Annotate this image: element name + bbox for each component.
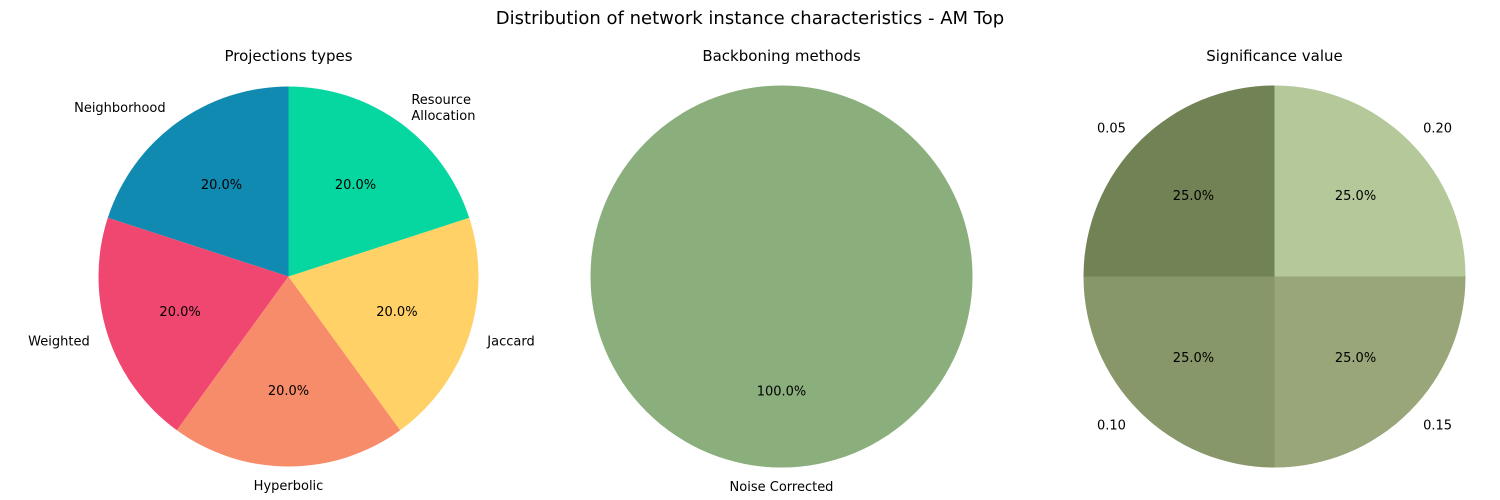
pie-category-label-resource-allocation: Resource Allocation (411, 93, 475, 124)
pie-slice-0-10 (1083, 276, 1275, 468)
pie-category-label-neighborhood: Neighborhood (74, 101, 166, 116)
pie-category-label-0-05: 0.05 (1097, 121, 1126, 136)
pie-category-label-jaccard: Jaccard (486, 335, 534, 350)
projections-types-pie: Projections types 20.0% Neighborhood 20.0%… (28, 47, 535, 494)
pie-value-label-0-15: 25.0% (1335, 351, 1376, 366)
pie-value-label-weighted: 20.0% (159, 305, 200, 320)
pie-value-label-jaccard: 20.0% (376, 305, 417, 320)
pie-category-label-0-10: 0.10 (1097, 419, 1126, 434)
backboning-methods-title: Backboning methods (702, 47, 861, 65)
pie-value-label-0-20: 25.0% (1335, 189, 1376, 204)
pie-category-label-weighted: Weighted (28, 335, 90, 350)
backboning-methods-pie: Backboning methods 100.0% Noise Corrected (590, 47, 973, 495)
pie-slice-0-20 (1274, 85, 1466, 277)
pie-slice-neighborhood (107, 86, 289, 277)
pie-value-label-noise-corrected: 100.0% (757, 385, 807, 400)
significance-value-pie: Significance value 25.0% 0.05 25.0% 0.10 25.… (1083, 47, 1466, 468)
pie-slice-0-15 (1274, 276, 1466, 468)
pie-category-label-noise-corrected: Noise Corrected (730, 480, 834, 495)
pie-value-label-0-05: 25.0% (1173, 189, 1214, 204)
pie-value-label-neighborhood: 20.0% (201, 178, 242, 193)
pie-category-label-0-15: 0.15 (1423, 419, 1452, 434)
pie-slice-jaccard (288, 217, 479, 431)
projections-types-title: Projections types (224, 47, 352, 65)
pie-slice-resource-allocation (288, 86, 470, 277)
pie-slice-noise-corrected (590, 85, 973, 468)
pie-slice-0-05 (1083, 85, 1275, 277)
pie-value-label-resource-allocation: 20.0% (335, 178, 376, 193)
figure-title: Distribution of network instance charact… (496, 8, 1004, 29)
significance-value-title: Significance value (1206, 47, 1343, 65)
pie-slice-hyperbolic (176, 276, 401, 467)
pie-category-label-hyperbolic: Hyperbolic (254, 479, 324, 494)
pie-value-label-hyperbolic: 20.0% (268, 384, 309, 399)
pie-value-label-0-10: 25.0% (1173, 351, 1214, 366)
pie-category-label-0-20: 0.20 (1423, 121, 1452, 136)
pie-slice-weighted (98, 217, 289, 431)
